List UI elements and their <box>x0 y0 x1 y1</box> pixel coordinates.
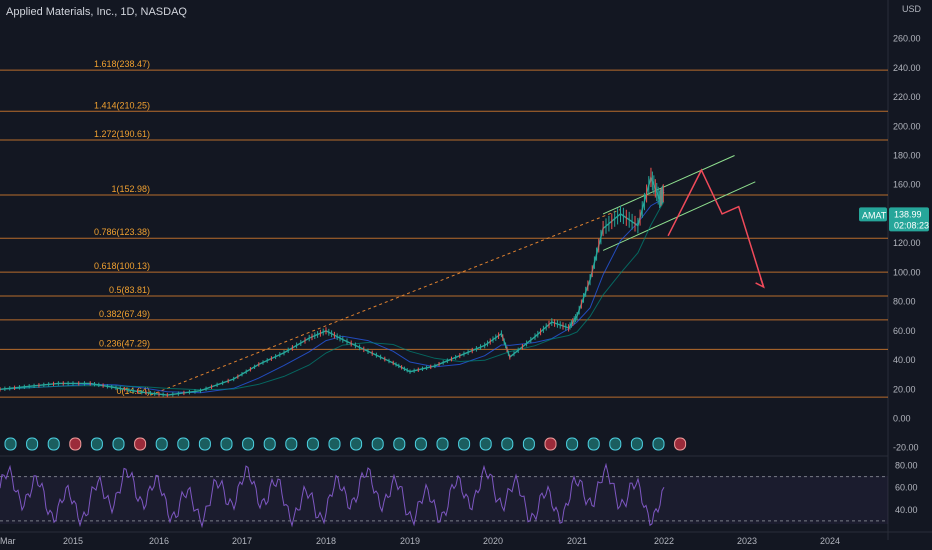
price-axis-unit: USD <box>902 4 922 14</box>
fib-level-label: 0.618(100.13) <box>94 261 150 271</box>
trend-dashed-line <box>150 209 621 396</box>
projection-arrowhead <box>755 277 765 289</box>
earnings-marker <box>134 437 147 451</box>
earnings-marker <box>350 437 363 451</box>
earnings-marker <box>393 437 406 451</box>
earnings-marker <box>479 437 492 451</box>
earnings-marker <box>328 437 341 451</box>
earnings-marker <box>609 437 622 451</box>
time-axis-tick: 2024 <box>820 536 840 546</box>
earnings-marker <box>652 437 665 451</box>
rsi-axis-tick: 40.00 <box>895 505 918 515</box>
earnings-marker <box>544 437 557 451</box>
rsi-band <box>0 476 888 524</box>
rsi-axis-tick: 80.00 <box>895 461 918 471</box>
fib-level-label: 1.414(210.25) <box>94 100 150 110</box>
earnings-marker <box>155 437 168 451</box>
time-axis-tick: 2018 <box>316 536 336 546</box>
earnings-marker <box>90 437 103 451</box>
rsi-line <box>0 462 665 529</box>
time-axis-tick: 2019 <box>400 536 420 546</box>
earnings-marker <box>26 437 39 451</box>
time-axis-tick: 2022 <box>654 536 674 546</box>
channel-upper-line <box>602 155 735 215</box>
projection-path <box>667 168 765 288</box>
symbol-tag-box <box>859 207 887 222</box>
earnings-marker <box>285 437 298 451</box>
price-axis-tick: -20.00 <box>893 443 919 453</box>
price-axis-tick: 180.00 <box>893 150 921 160</box>
time-axis-tick: 2017 <box>232 536 252 546</box>
earnings-marker <box>198 437 211 451</box>
earnings-marker <box>522 437 535 451</box>
moving-average-line <box>0 189 665 394</box>
earnings-marker <box>630 437 643 451</box>
price-axis-tick: 160.00 <box>893 180 921 190</box>
earnings-marker <box>69 437 82 451</box>
fib-level-label: 0.5(83.81) <box>109 285 150 295</box>
fib-level-label: 0.382(67.49) <box>99 309 150 319</box>
price-axis-tick: 200.00 <box>893 121 921 131</box>
earnings-marker <box>436 437 449 451</box>
rsi-axis-tick: 60.00 <box>895 483 918 493</box>
time-axis-tick: 2021 <box>567 536 587 546</box>
earnings-marker <box>501 437 514 451</box>
time-axis-tick: 2016 <box>149 536 169 546</box>
price-axis-tick: 220.00 <box>893 92 921 102</box>
price-axis-tick: 120.00 <box>893 238 921 248</box>
earnings-marker <box>4 437 17 451</box>
earnings-marker <box>458 437 471 451</box>
channel-lower-line <box>602 181 756 251</box>
earnings-marker <box>566 437 579 451</box>
price-axis-tick: 0.00 <box>893 413 911 423</box>
fib-level-label: 0.236(47.29) <box>99 338 150 348</box>
fib-level-label: 1.618(238.47) <box>94 59 150 69</box>
earnings-marker <box>47 437 60 451</box>
earnings-marker <box>306 437 319 451</box>
earnings-marker <box>220 437 233 451</box>
price-axis-tick: 60.00 <box>893 326 916 336</box>
earnings-marker <box>263 437 276 451</box>
earnings-marker <box>674 437 687 451</box>
time-axis-tick: 2015 <box>63 536 83 546</box>
price-tag-countdown: 02:08:23 <box>894 220 929 230</box>
fib-level-label: 0.786(123.38) <box>94 227 150 237</box>
fib-level-label: 1(152.98) <box>111 184 150 194</box>
price-axis-tick: 260.00 <box>893 34 921 44</box>
price-tag-value: 138.99 <box>894 209 922 219</box>
time-axis-tick: 2020 <box>483 536 503 546</box>
symbol-tag-label: AMAT <box>862 210 887 220</box>
price-series-line <box>0 175 665 396</box>
time-axis-tick: 2023 <box>737 536 757 546</box>
earnings-marker <box>177 437 190 451</box>
price-axis-tick: 80.00 <box>893 297 916 307</box>
price-axis-tick: 240.00 <box>893 63 921 73</box>
price-axis-tick: 40.00 <box>893 355 916 365</box>
earnings-marker <box>414 437 427 451</box>
price-axis-tick: 100.00 <box>893 267 921 277</box>
fib-level-label: 1.272(190.61) <box>94 129 150 139</box>
earnings-marker <box>112 437 125 451</box>
earnings-marker <box>587 437 600 451</box>
moving-average-line <box>0 201 665 391</box>
earnings-marker <box>371 437 384 451</box>
time-axis-tick: Mar <box>0 536 16 546</box>
earnings-marker <box>242 437 255 451</box>
chart-title: Applied Materials, Inc., 1D, NASDAQ <box>6 6 187 18</box>
price-tag-box <box>889 207 929 232</box>
price-axis-tick: 20.00 <box>893 384 916 394</box>
